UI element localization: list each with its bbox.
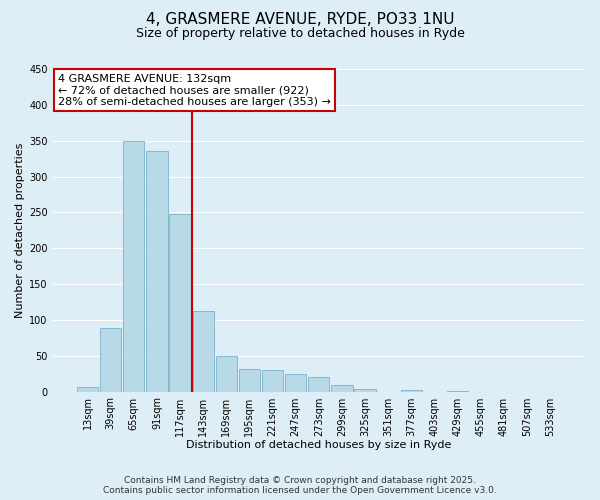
Bar: [355, 388, 376, 392]
Bar: [401, 390, 422, 392]
Text: Contains HM Land Registry data © Crown copyright and database right 2025.
Contai: Contains HM Land Registry data © Crown c…: [103, 476, 497, 495]
Bar: [193, 312, 214, 392]
Bar: [123, 142, 145, 392]
Bar: [262, 370, 283, 392]
Text: 4, GRASMERE AVENUE, RYDE, PO33 1NU: 4, GRASMERE AVENUE, RYDE, PO33 1NU: [146, 12, 454, 28]
Bar: [239, 368, 260, 392]
Bar: [308, 376, 329, 392]
Bar: [215, 356, 237, 392]
Y-axis label: Number of detached properties: Number of detached properties: [15, 142, 25, 318]
Text: 4 GRASMERE AVENUE: 132sqm
← 72% of detached houses are smaller (922)
28% of semi: 4 GRASMERE AVENUE: 132sqm ← 72% of detac…: [58, 74, 331, 107]
Bar: [285, 374, 307, 392]
Bar: [146, 150, 167, 392]
Bar: [77, 386, 98, 392]
Bar: [169, 214, 191, 392]
Bar: [100, 328, 121, 392]
Bar: [331, 385, 353, 392]
Bar: [447, 391, 468, 392]
X-axis label: Distribution of detached houses by size in Ryde: Distribution of detached houses by size …: [186, 440, 452, 450]
Text: Size of property relative to detached houses in Ryde: Size of property relative to detached ho…: [136, 28, 464, 40]
